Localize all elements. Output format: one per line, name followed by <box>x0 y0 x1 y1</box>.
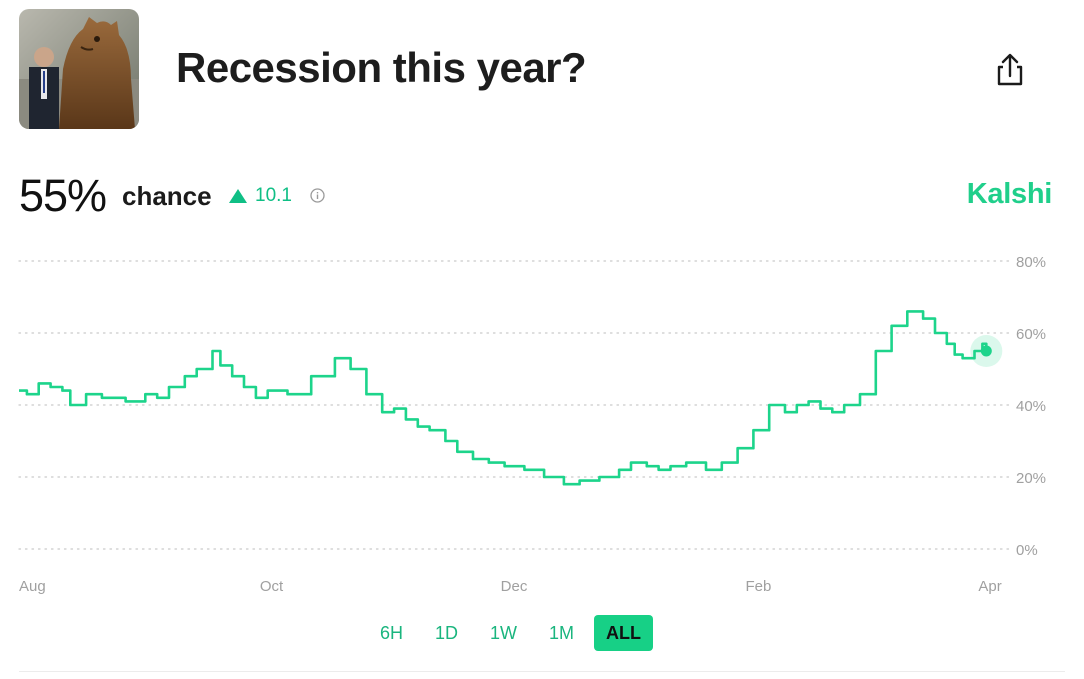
page-title: Recession this year? <box>176 44 587 91</box>
tab-1m[interactable]: 1M <box>549 622 575 643</box>
share-button[interactable] <box>990 50 1030 92</box>
y-tick-label: 20% <box>1016 470 1046 487</box>
x-tick-label: Aug <box>19 578 46 595</box>
price-chart[interactable]: 0% 20% 40% 60% 80% Aug Oct Dec Feb Apr <box>0 240 1084 610</box>
x-tick-label: Feb <box>745 578 771 595</box>
tab-1w[interactable]: 1W <box>490 622 518 643</box>
tab-all[interactable]: ALL <box>594 615 654 651</box>
chance-percent: 55% <box>19 170 107 221</box>
series-line <box>19 310 988 486</box>
timeframe-tabs: 6H 1D 1W 1M ALL <box>368 615 661 651</box>
brand-logo: Kalshi <box>966 178 1053 210</box>
y-tick-label: 60% <box>1016 326 1046 343</box>
bear-statue-photo <box>19 9 139 129</box>
triangle-up-icon <box>229 189 247 203</box>
info-icon <box>310 188 325 203</box>
y-tick-label: 80% <box>1016 254 1046 271</box>
chance-label: chance <box>122 181 212 211</box>
info-button[interactable] <box>310 188 325 203</box>
change-indicator: 10.1 <box>229 185 292 207</box>
market-thumbnail <box>19 9 139 129</box>
share-icon <box>997 53 1023 86</box>
x-tick-label: Apr <box>978 578 1001 595</box>
tab-1d[interactable]: 1D <box>435 622 459 643</box>
change-value: 10.1 <box>255 185 292 206</box>
current-value-point <box>980 345 992 357</box>
x-tick-label: Oct <box>260 578 284 595</box>
y-tick-label: 40% <box>1016 398 1046 415</box>
tab-6h[interactable]: 6H <box>380 622 404 643</box>
y-tick-label: 0% <box>1016 542 1038 559</box>
divider <box>19 671 1065 672</box>
x-tick-label: Dec <box>501 578 528 595</box>
